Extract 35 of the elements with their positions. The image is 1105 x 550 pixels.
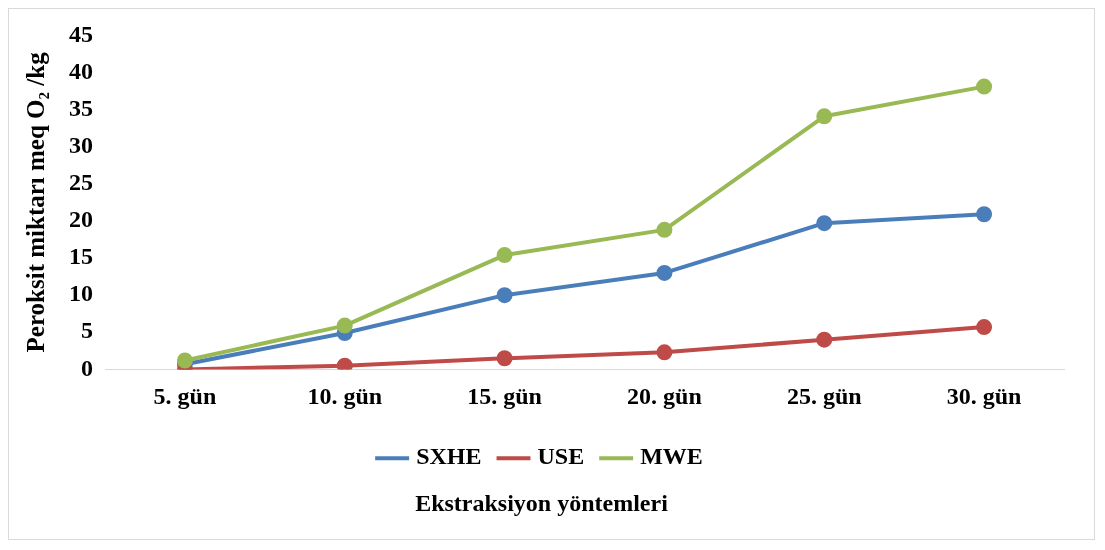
point [496, 247, 513, 264]
legend-label: MWE [640, 443, 703, 470]
x-tick-label: 5. gün [153, 383, 217, 409]
x-tick-label: 30. gün [946, 383, 1022, 409]
x-axis-title: Ekstraksiyon yöntemleri [415, 489, 669, 516]
y-axis-title: Peroksit miktarı meq O₂ /kg [22, 51, 50, 353]
legend-label: USE [537, 443, 585, 470]
y-tick-label: 45 [69, 20, 93, 47]
point [656, 344, 673, 361]
point [656, 221, 673, 238]
y-tick-label: 40 [69, 57, 93, 84]
point [656, 264, 673, 281]
y-tick-label: 10 [69, 280, 93, 307]
y-tick-label: 5 [81, 317, 93, 344]
point [336, 317, 353, 334]
point [976, 206, 993, 223]
y-tick-label: 15 [69, 243, 93, 270]
x-tick-label: 15. gün [467, 383, 542, 409]
point [976, 78, 993, 95]
y-tick-label: 30 [69, 131, 93, 158]
y-tick-label: 20 [69, 206, 93, 233]
x-tick-label: 25. gün [786, 383, 862, 409]
point [496, 287, 513, 304]
point [816, 331, 833, 348]
x-tick-label: 10. gün [307, 383, 383, 409]
legend-label: SXHE [416, 443, 482, 470]
point [176, 352, 193, 369]
point [816, 108, 833, 125]
x-tick-label: 20. gün [627, 383, 702, 409]
point [496, 350, 513, 367]
y-tick-label: 35 [69, 94, 93, 121]
point [816, 215, 833, 232]
point [976, 319, 993, 336]
y-tick-label: 25 [69, 169, 93, 196]
y-tick-label: 0 [81, 354, 93, 381]
